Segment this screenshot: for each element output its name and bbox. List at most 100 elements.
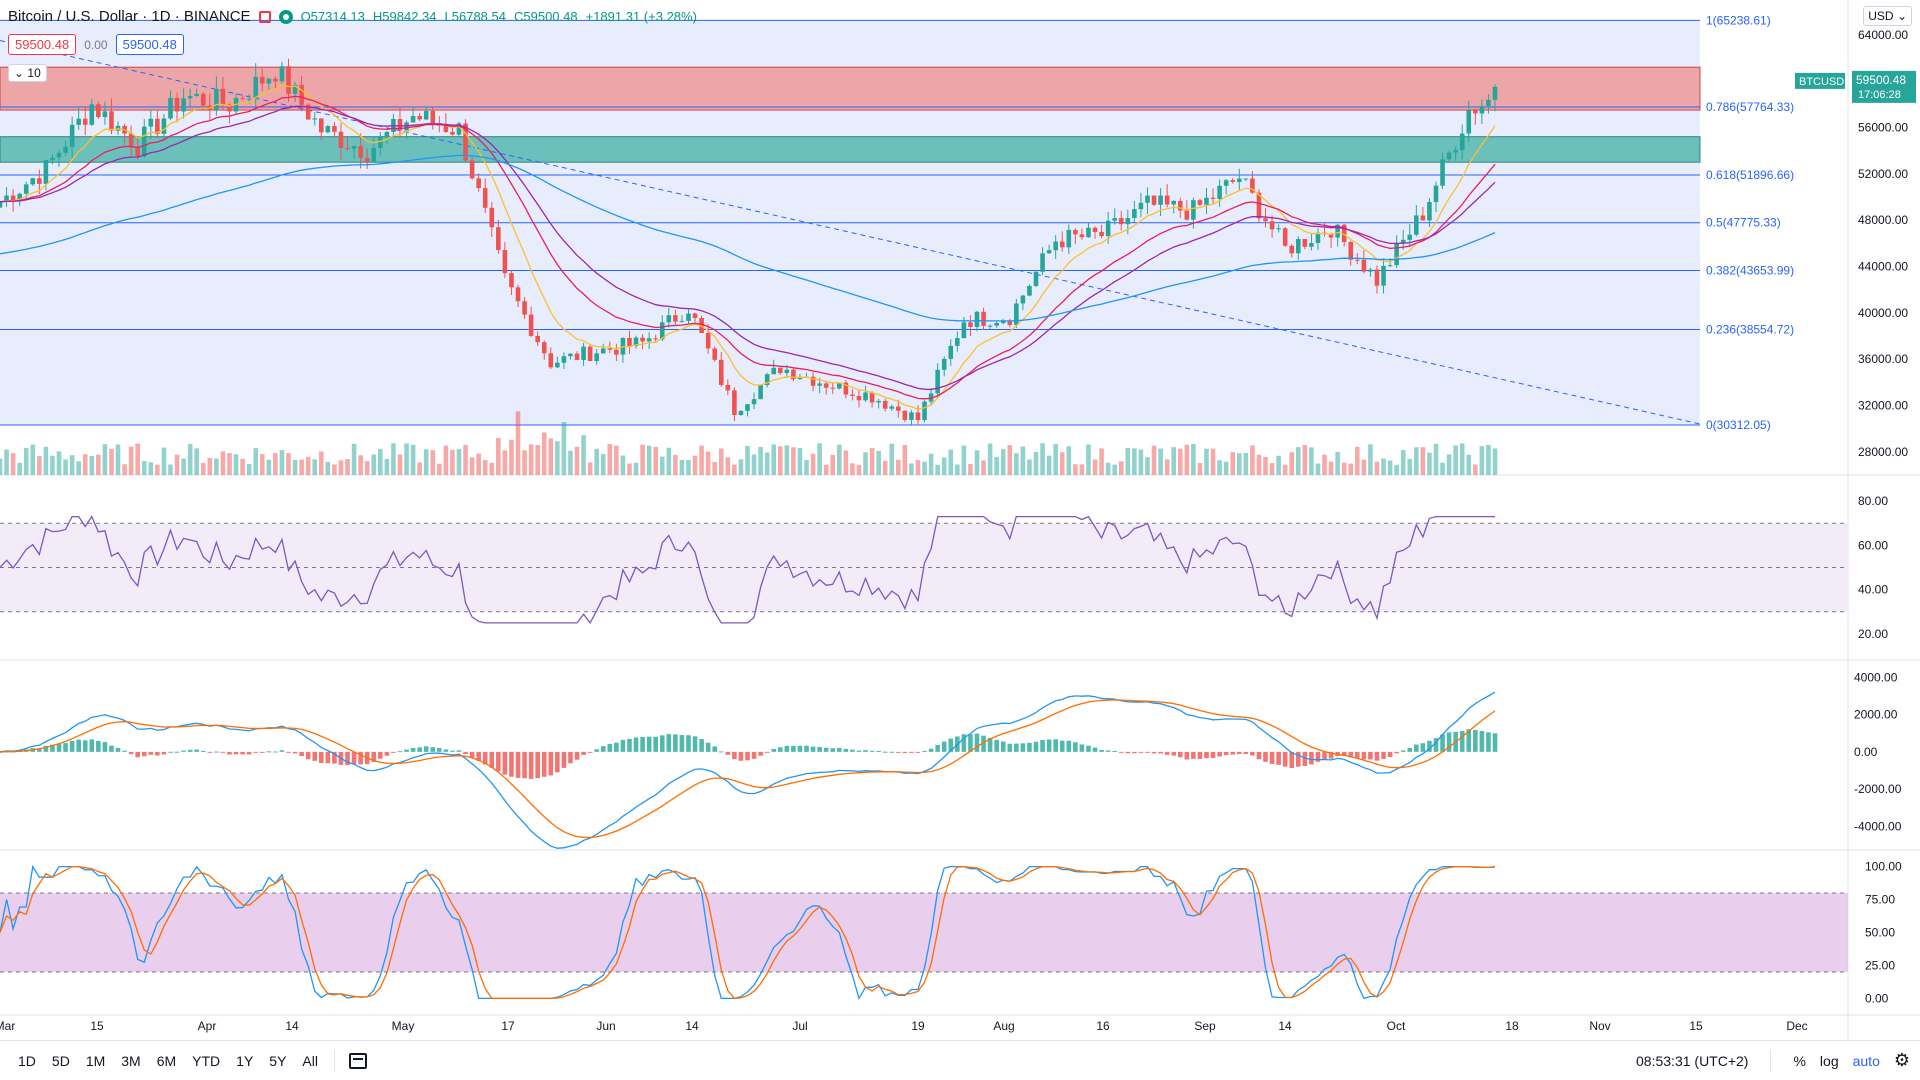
- candle-body: [955, 338, 960, 346]
- candle-body: [1099, 231, 1104, 237]
- candle-body: [968, 322, 973, 327]
- macd-histogram-bar: [50, 744, 55, 752]
- volume-bar: [1079, 464, 1085, 475]
- macd-histogram-bar: [1479, 730, 1485, 752]
- candle-body: [771, 367, 777, 375]
- candle-body: [456, 123, 462, 135]
- candle-body: [135, 147, 140, 157]
- macd-histogram-bar: [378, 751, 383, 759]
- range-button-1d[interactable]: 1D: [18, 1052, 36, 1069]
- time-axis-label: 14: [1278, 1019, 1292, 1033]
- candle-body: [89, 104, 95, 125]
- percent-scale-toggle[interactable]: %: [1793, 1052, 1806, 1069]
- candle-body: [305, 104, 311, 120]
- time-axis-label: Nov: [1589, 1019, 1610, 1033]
- auto-scale-toggle[interactable]: auto: [1852, 1052, 1880, 1069]
- macd-histogram-bar: [961, 734, 967, 752]
- range-button-1y[interactable]: 1Y: [236, 1052, 254, 1069]
- macd-histogram-bar: [220, 751, 226, 753]
- macd-histogram-bar: [1263, 751, 1268, 762]
- macd-axis-label: 2000.00: [1854, 708, 1898, 722]
- macd-histogram-bar: [1125, 751, 1131, 754]
- range-button-3m[interactable]: 3M: [121, 1052, 141, 1069]
- sell-button[interactable]: 59500.48: [8, 34, 77, 55]
- rsi-line: [0, 515, 1495, 625]
- macd-histogram-bar: [312, 751, 318, 761]
- gear-icon[interactable]: ⚙: [1893, 1050, 1910, 1070]
- currency-select[interactable]: USD ⌄: [1863, 6, 1912, 26]
- volume-bar: [214, 458, 219, 475]
- volume-bar: [955, 464, 960, 475]
- macd-histogram-bar: [902, 751, 908, 753]
- range-button-5y[interactable]: 5Y: [269, 1052, 287, 1069]
- candle-body: [76, 118, 81, 125]
- volume-bar: [594, 448, 599, 475]
- macd-histogram-bar: [666, 734, 672, 752]
- volume-bar: [1145, 457, 1150, 475]
- volume-legend-toggle[interactable]: ⌄ 10: [8, 64, 47, 82]
- macd-histogram-bar: [1400, 750, 1406, 752]
- volume-bar: [1368, 444, 1373, 475]
- macd-histogram-bar: [1086, 745, 1091, 752]
- candle-body: [935, 369, 940, 394]
- candle-body: [1473, 110, 1478, 114]
- volume-bar: [817, 443, 822, 475]
- chart-canvas[interactable]: 1(65238.61) 0.786(57764.33) 0.618(51896.66…: [0, 0, 1920, 1040]
- fib-level-label: 0.618(51896.66): [1706, 168, 1794, 182]
- volume-bar: [148, 462, 154, 475]
- go-to-date-icon[interactable]: [348, 1052, 367, 1069]
- ema-20-line: [0, 95, 1496, 400]
- macd-histogram-bar: [869, 750, 875, 752]
- candle-body: [141, 126, 147, 157]
- volume-bar: [194, 448, 200, 475]
- volume-bar: [1040, 443, 1045, 475]
- macd-histogram-bar: [784, 745, 790, 752]
- time-axis-label: Apr: [198, 1019, 217, 1033]
- buy-button[interactable]: 59500.48: [115, 34, 184, 55]
- candle-body: [876, 400, 881, 403]
- candle-body: [1223, 180, 1229, 186]
- candle-body: [961, 322, 967, 339]
- macd-histogram-bar: [882, 751, 888, 753]
- macd-histogram-bar: [627, 738, 632, 752]
- macd-histogram-bar: [1223, 751, 1229, 756]
- candle-body: [345, 147, 350, 149]
- macd-histogram-bar: [725, 751, 731, 755]
- range-button-6m[interactable]: 6M: [156, 1052, 177, 1069]
- macd-histogram-bar: [1269, 751, 1275, 764]
- candle-body: [200, 93, 206, 106]
- fib-level-label: 0.382(43653.99): [1706, 263, 1794, 277]
- candle-body: [384, 131, 390, 137]
- volume-bar: [1138, 449, 1144, 475]
- volume-bar: [1059, 452, 1065, 475]
- log-scale-toggle[interactable]: log: [1819, 1052, 1839, 1069]
- volume-bar: [476, 453, 481, 475]
- macd-histogram-bar: [1315, 751, 1321, 762]
- candle-body: [974, 311, 980, 327]
- candle-body: [705, 332, 711, 349]
- volume-bar: [764, 452, 770, 475]
- ticker-tag: [1795, 72, 1845, 89]
- macd-axis-label: 4000.00: [1854, 670, 1898, 684]
- macd-histogram-bar: [922, 750, 927, 752]
- time-axis-label: 16: [1096, 1019, 1110, 1033]
- macd-histogram-bar: [876, 750, 881, 752]
- macd-histogram-bar: [345, 751, 350, 766]
- candle-body: [23, 184, 29, 194]
- range-button-5d[interactable]: 5D: [51, 1052, 70, 1069]
- candle-body: [797, 377, 803, 380]
- range-button-all[interactable]: All: [302, 1052, 318, 1069]
- macd-histogram-bar: [1191, 751, 1196, 759]
- range-button-1m[interactable]: 1M: [85, 1052, 106, 1069]
- candle-body: [679, 320, 685, 322]
- range-button-ytd[interactable]: YTD: [192, 1052, 221, 1069]
- flag-icon[interactable]: [258, 10, 271, 23]
- volume-bar: [417, 462, 422, 475]
- volume-bar: [63, 459, 68, 475]
- macd-histogram-bar: [1256, 751, 1262, 760]
- candle-body: [555, 362, 560, 368]
- macd-histogram-bar: [1394, 751, 1399, 754]
- macd-histogram-bar: [777, 747, 783, 752]
- macd-histogram-bar: [1197, 751, 1203, 759]
